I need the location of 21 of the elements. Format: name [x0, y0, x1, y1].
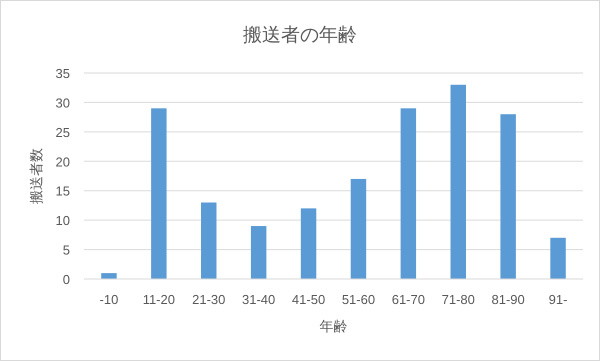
x-tick-label: 11-20 — [142, 292, 175, 307]
y-tick-label: 15 — [56, 184, 70, 199]
x-tick-label: -10 — [100, 292, 118, 307]
y-tick-label: 5 — [62, 242, 70, 258]
x-tick-label: 71-80 — [442, 292, 475, 307]
x-tick-label: 41-50 — [292, 292, 326, 307]
y-axis-title: 搬送者数 — [28, 148, 44, 204]
chart-title: 搬送者の年齢 — [243, 25, 357, 46]
x-tick-label: 61-70 — [392, 292, 425, 307]
x-tick-label: 21-30 — [192, 292, 226, 307]
y-tick-label: 10 — [56, 213, 70, 228]
y-tick-label: 25 — [56, 124, 70, 140]
y-tick-label: 0 — [62, 272, 70, 287]
y-tick-label: 30 — [56, 95, 70, 110]
y-tick-label: 20 — [56, 154, 70, 170]
y-tick-label: 35 — [56, 66, 70, 81]
x-tick-label: 81-90 — [492, 292, 525, 307]
x-tick-label: 51-60 — [342, 292, 376, 307]
x-tick-label: 91- — [548, 292, 568, 307]
x-axis-title: 年齢 — [320, 318, 348, 334]
x-tick-label: 31-40 — [242, 292, 276, 307]
